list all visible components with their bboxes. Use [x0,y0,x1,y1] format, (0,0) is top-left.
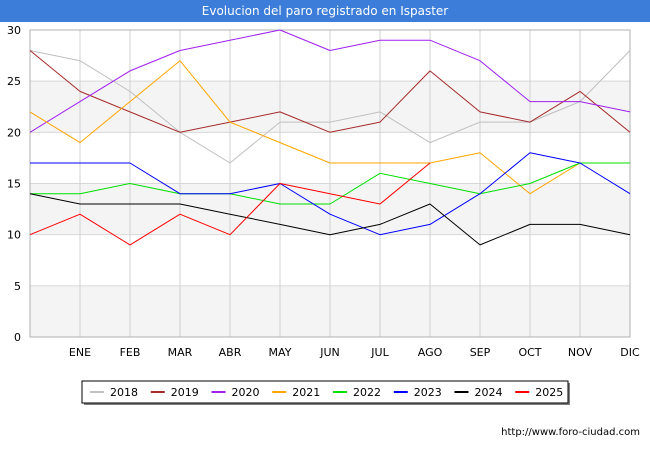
series-lines [29,29,631,246]
y-tick-label: 25 [7,75,21,88]
source-url: http://www.foro-ciudad.com [501,427,640,438]
legend: 2018 2019 2020 2021 2022 2023 2024 2025 [81,380,570,405]
legend-label-2022: 2022 [353,386,381,399]
legend-label-2018: 2018 [110,386,138,399]
legend-label-2025: 2025 [535,386,563,399]
x-tick-label: NOV [568,346,593,359]
legend-label-2020: 2020 [232,386,260,399]
chart-title: Evolucion del paro registrado en Ispaste… [0,0,650,22]
y-tick-label: 5 [14,280,21,293]
x-tick-label: ENE [69,346,91,359]
x-tick-label: DIC [620,346,640,359]
legend-label-2021: 2021 [292,386,320,399]
legend-label-2023: 2023 [414,386,442,399]
series-line-2021 [29,60,581,195]
x-tick-label: FEB [120,346,141,359]
x-tick-label: MAR [168,346,193,359]
legend-label-2019: 2019 [171,386,199,399]
plot-frame [29,29,631,338]
y-tick-label: 30 [7,24,21,37]
plot-border [29,29,631,338]
x-tick-label: OCT [518,346,541,359]
y-tick-label: 15 [7,178,21,191]
x-tick-label: MAY [269,346,292,359]
x-axis-labels: ENE FEB MAR ABR MAY JUN JUL AGO SEP OCT NOV DIC [69,346,640,359]
series-line-2023 [30,152,631,236]
y-tick-label: 0 [14,331,21,344]
legend-label-2024: 2024 [475,386,503,399]
series-line-2019 [29,50,631,133]
x-tick-label: JUL [370,346,389,359]
series-line-2024 [29,193,631,246]
series-line-2020 [29,29,631,133]
series-line-2025 [29,162,431,246]
x-tick-label: ABR [219,346,242,359]
x-tick-label: AGO [418,346,443,359]
x-tick-label: SEP [470,346,491,359]
legend-box [81,380,569,404]
x-tick-label: JUN [319,346,340,359]
y-tick-label: 20 [7,126,21,139]
series-line-2022 [30,162,630,205]
y-tick-label: 10 [7,229,21,242]
y-axis-labels: 0 5 10 15 20 25 30 [7,24,21,344]
